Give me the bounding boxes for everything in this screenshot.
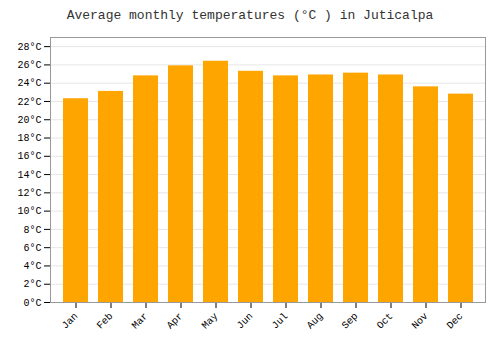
svg-text:20°C: 20°C	[17, 115, 41, 126]
svg-text:28°C: 28°C	[17, 42, 41, 53]
svg-text:4°C: 4°C	[23, 261, 41, 272]
svg-text:Jul: Jul	[270, 311, 291, 332]
svg-text:0°C: 0°C	[23, 298, 41, 309]
svg-text:Dec: Dec	[445, 311, 466, 332]
svg-text:Oct: Oct	[375, 311, 396, 332]
svg-text:Sep: Sep	[340, 311, 361, 332]
svg-text:Aug: Aug	[305, 311, 326, 332]
svg-text:Jun: Jun	[235, 311, 256, 332]
svg-text:Mar: Mar	[130, 311, 151, 332]
svg-text:14°C: 14°C	[17, 170, 41, 181]
svg-text:24°C: 24°C	[17, 78, 41, 89]
svg-text:10°C: 10°C	[17, 206, 41, 217]
svg-text:22°C: 22°C	[17, 97, 41, 108]
svg-text:Nov: Nov	[410, 311, 431, 332]
svg-text:18°C: 18°C	[17, 133, 41, 144]
svg-text:Feb: Feb	[95, 311, 116, 332]
svg-text:8°C: 8°C	[23, 225, 41, 236]
svg-text:2°C: 2°C	[23, 279, 41, 290]
svg-text:6°C: 6°C	[23, 243, 41, 254]
svg-text:16°C: 16°C	[17, 151, 41, 162]
svg-text:12°C: 12°C	[17, 188, 41, 199]
svg-text:Apr: Apr	[165, 311, 186, 332]
svg-text:May: May	[200, 311, 221, 332]
html-text:Average monthly temperatures (: Average monthly temperatures (°C ) in Ju…	[66, 8, 434, 23]
svg-text:Jan: Jan	[60, 311, 81, 332]
svg-text:26°C: 26°C	[17, 60, 41, 71]
